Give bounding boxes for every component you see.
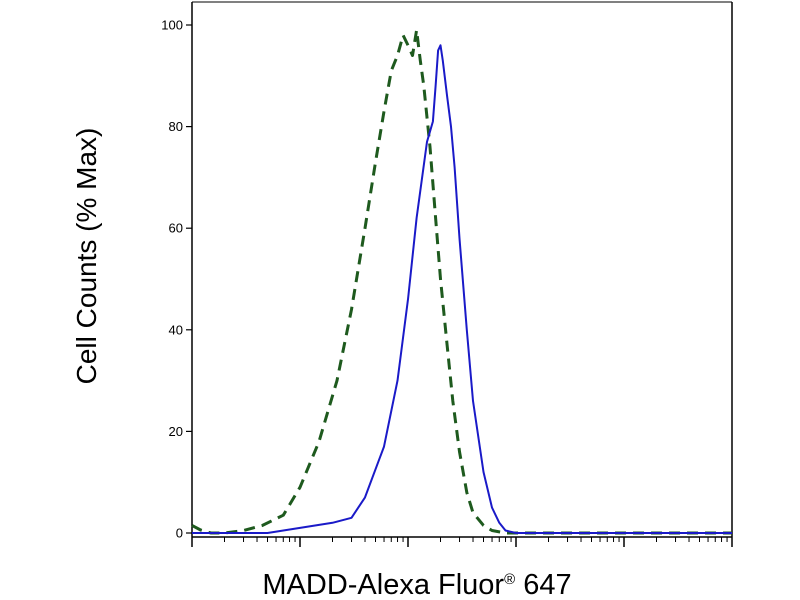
sample-histogram-line bbox=[192, 44, 732, 534]
y-tick-label: 40 bbox=[169, 322, 183, 337]
x-axis-label-main: MADD-Alexa Fluor bbox=[262, 569, 504, 600]
x-axis-label: MADD-Alexa Fluor® 647 bbox=[262, 569, 571, 600]
y-tick-label: 60 bbox=[169, 221, 183, 236]
x-axis bbox=[191, 537, 733, 547]
series-layer bbox=[191, 28, 732, 535]
y-axis-label: Cell Counts (% Max) bbox=[71, 128, 102, 385]
plot-frame bbox=[191, 1, 733, 538]
y-tick-label: 80 bbox=[169, 119, 183, 134]
y-tick-label: 100 bbox=[161, 18, 183, 33]
x-axis-label-number: 647 bbox=[515, 569, 571, 600]
y-tick-label: 0 bbox=[176, 526, 183, 541]
y-axis: 0 20 40 60 80 100 bbox=[161, 18, 192, 541]
y-tick-label: 20 bbox=[169, 424, 183, 439]
control-histogram-line bbox=[191, 28, 732, 535]
registered-mark: ® bbox=[504, 571, 515, 588]
